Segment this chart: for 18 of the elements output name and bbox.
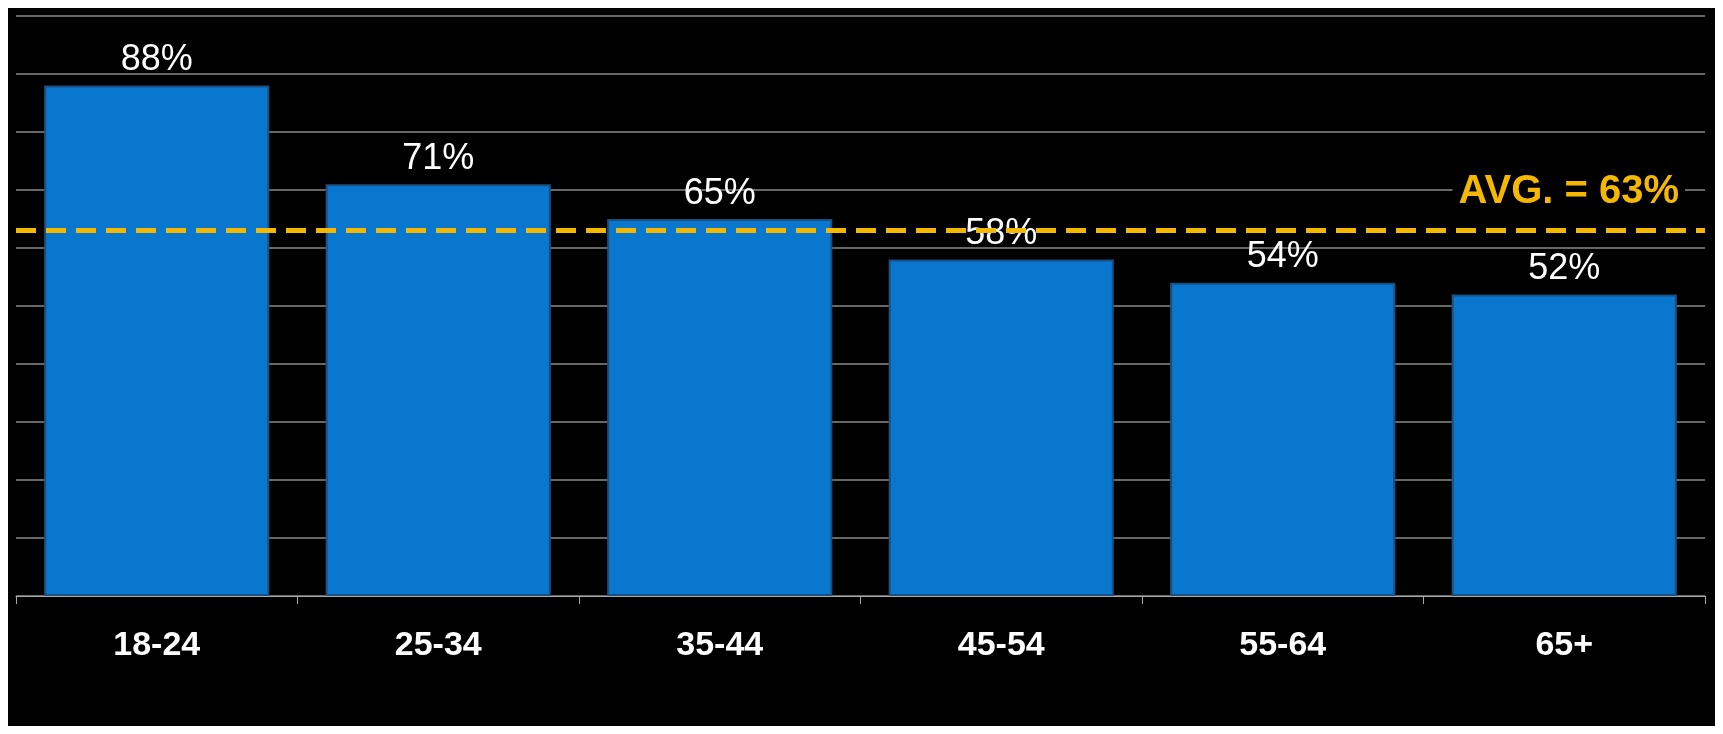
data-label: 54%: [1246, 234, 1319, 276]
data-label: 52%: [1528, 245, 1601, 287]
x-tick-label: 18-24: [113, 624, 201, 662]
x-tick-label: 45-54: [957, 624, 1045, 662]
bar: [888, 259, 1114, 596]
data-label: 65%: [683, 170, 756, 212]
bar: [44, 85, 270, 596]
bar: [607, 219, 833, 596]
bar: [325, 184, 551, 596]
ref-line-label: AVG. = 63%: [1458, 166, 1679, 211]
data-label: 88%: [120, 37, 193, 79]
x-tick-label: 65+: [1535, 624, 1594, 662]
x-tick-label: 25-34: [394, 624, 482, 662]
x-tick-label: 55-64: [1239, 624, 1327, 662]
bar: [1170, 282, 1396, 596]
data-label: 71%: [402, 135, 475, 177]
x-tick-label: 35-44: [676, 624, 764, 662]
bar: [1451, 294, 1677, 596]
